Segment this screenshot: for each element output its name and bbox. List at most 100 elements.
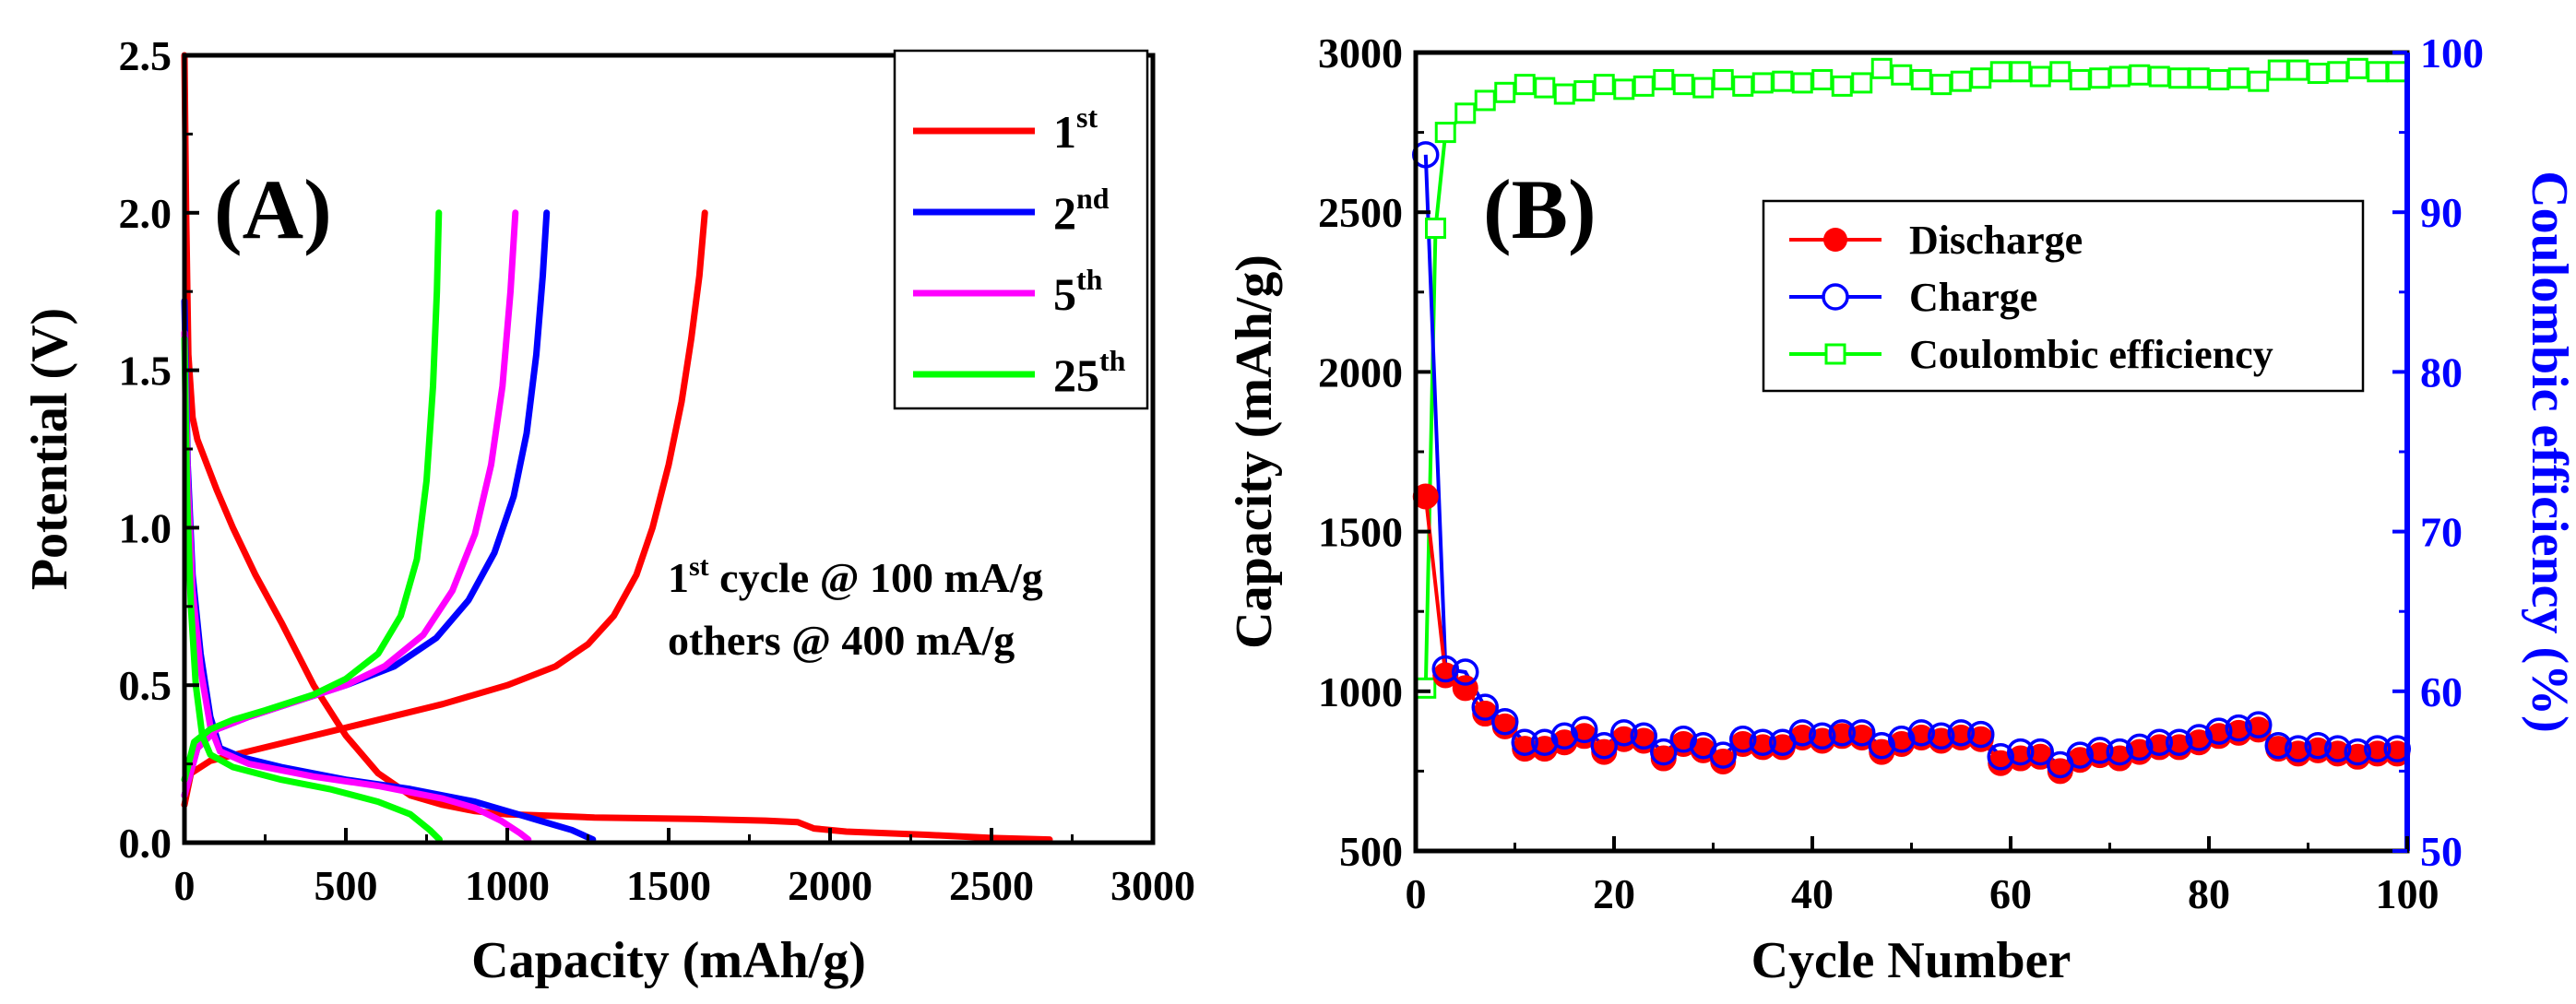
ce-point [2188,67,2210,89]
ce-point [1534,77,1556,99]
charge-point [1947,719,1975,747]
x-tick-label: 2000 [788,862,873,909]
charge-point [2166,728,2193,756]
ce-point [2010,61,2032,83]
charge-point [2205,717,2233,745]
series-25th-discharge-line [181,335,443,844]
x-tick-label: 0 [174,862,196,909]
panel-a-legend-box [893,49,1149,410]
charge-point [1709,741,1737,769]
charge-point [1571,715,1598,744]
panel-a-legend: 1st 2nd 5th 25th [893,49,1149,410]
panel-b-y-axis-label: Capacity (mAh/g) [1226,254,1283,649]
ce-point [1989,61,2012,83]
charge-point [1749,728,1776,756]
ce-point [2267,59,2289,81]
y-tick-label: 2500 [1318,189,1403,236]
charge-point [2324,735,2352,762]
charge-point [1610,719,1638,747]
ce-point [1593,74,1615,96]
charge-point [2245,711,2273,738]
series-5th-charge-line [181,209,519,799]
annotation-line-1: 1st cycle @ 100 mA/g [668,551,1043,601]
ce-point [1851,72,1873,94]
ce-point [1672,74,1694,96]
panel-a-y-axis-label: Potential (V) [21,308,78,590]
ce-point [2248,70,2270,92]
charge-point [1809,722,1836,750]
x-tick-label: 0 [1406,870,1427,917]
charge-point [1729,726,1757,753]
ce-point [1553,83,1575,105]
charge-point [2344,738,2371,766]
y-tick-label: 1500 [1318,509,1403,556]
ce-point [1751,72,1774,94]
annotation-line-2: others @ 400 mA/g [668,617,1015,664]
panel-b-marks [1412,57,2411,785]
legend-marker-discharge [1823,228,1847,252]
panel-b-x-ticks: 0 20 40 60 80 100 [1406,836,2439,917]
charge-point [2007,738,2035,766]
panel-a-label: (A) [214,162,332,256]
ce-point [1415,677,1437,699]
y2-tick-label: 100 [2420,30,2484,77]
ce-point [1772,70,1794,92]
ce-point [2307,63,2329,85]
series-25th-charge-line [181,209,443,784]
legend-label: Coulombic efficiency [1909,332,2273,377]
y-tick-label: 1.5 [119,348,172,395]
charge-point [1471,693,1499,721]
y-tick-label: 0.0 [119,820,172,867]
ce-point [1692,77,1715,99]
charge-point [2026,738,2054,766]
ce-point [2069,68,2091,90]
x-tick-label: 2500 [949,862,1034,909]
y-tick-label: 2.0 [119,190,172,237]
panel-b-x-axis-label: Cycle Number [1751,932,2071,989]
charge-point [2066,741,2094,769]
charge-point [1590,731,1618,760]
charge-point [1868,731,1895,760]
ce-point [1930,74,1953,96]
ce-point [2029,65,2051,88]
legend-label-5th: 5th [1053,263,1103,320]
charge-point [1511,728,1538,756]
legend-label-25th: 25th [1053,344,1126,401]
annotation-line-1-base: 1 [668,554,689,601]
charge-point [1888,726,1916,753]
x-tick-label: 3000 [1110,862,1195,909]
panel-a-x-ticks: 0 500 1000 1500 2000 2500 3000 [174,828,1195,909]
ce-point [2168,67,2190,89]
charge-point [1987,743,2014,771]
ce-point [1454,102,1477,124]
series-1st-discharge-line [181,52,1053,844]
ce-point [2089,67,2111,89]
charge-point [1967,720,1995,749]
charge-point [2364,735,2392,762]
ce-point [1514,74,1536,96]
y-tick-label: 1.0 [119,504,172,551]
ce-point [1870,57,1893,79]
legend-label: Charge [1909,275,2037,320]
panel-a-y-ticks: 0.0 0.5 1.0 1.5 2.0 2.5 [119,32,199,867]
x-tick-label: 500 [315,862,378,909]
ce-point [2327,61,2349,83]
panel-b-y2-ticks: 50 60 70 80 90 100 [2392,30,2484,875]
ce-point [2386,61,2408,83]
annotation-line-1-rest: cycle @ 100 mA/g [709,554,1043,601]
legend-marker-charge [1822,283,1849,311]
y2-tick-label: 70 [2420,509,2463,556]
panel-b-legend: Discharge Charge Coulombic efficiency [1762,199,2365,393]
ce-point [1474,89,1496,112]
charge-point [2126,733,2154,762]
y-tick-label: 0.5 [119,662,172,709]
panel-a-annotation: 1st cycle @ 100 mA/g others @ 400 mA/g [668,551,1043,664]
ce-point [1910,68,1932,90]
ce-point [1950,70,1972,92]
ce-point [1712,68,1734,90]
panel-b: 0 20 40 60 80 100 500 1000 1500 2000 2500 3000 50 6… [1226,30,2576,989]
legend-label-1st: 1st [1053,100,1098,158]
y2-tick-label: 50 [2420,828,2463,875]
charge-point [2264,731,2292,760]
